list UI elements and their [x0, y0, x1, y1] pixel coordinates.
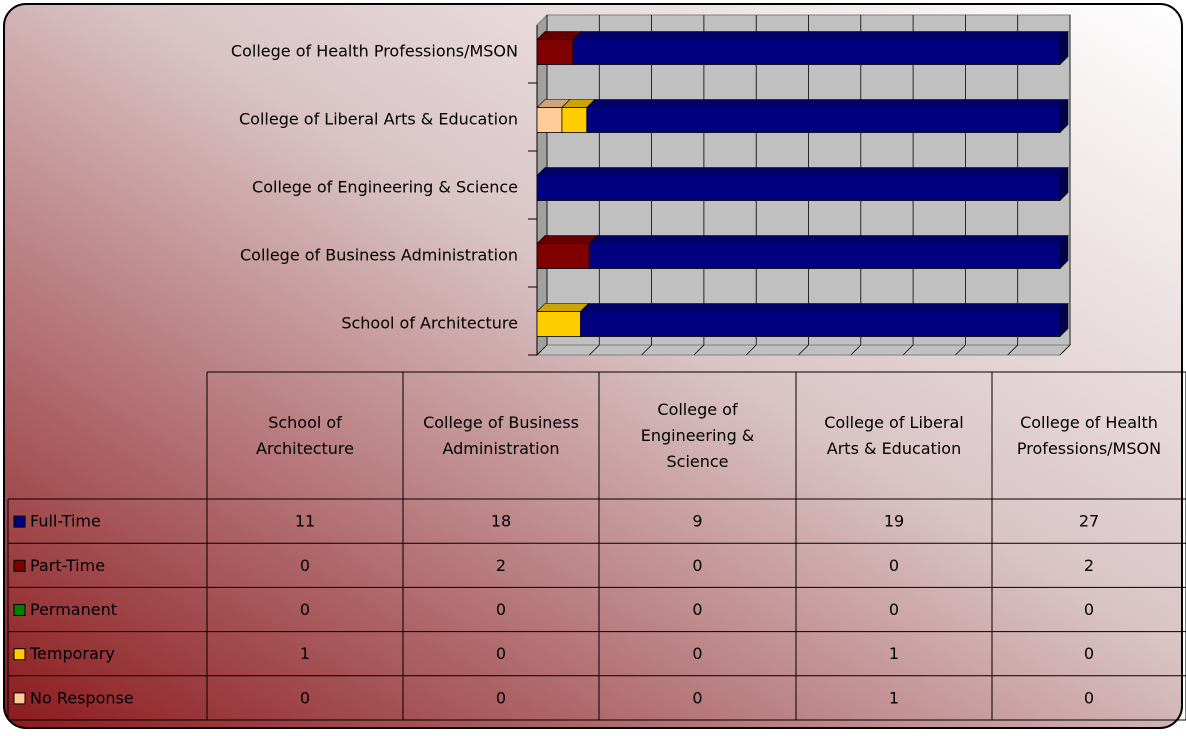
legend-label: No Response	[30, 688, 134, 707]
bar-side	[1059, 302, 1069, 338]
table-cell: 0	[692, 600, 702, 619]
grid-line	[693, 344, 705, 356]
y-tick-label: School of Architecture	[341, 314, 518, 333]
table-header: College of Business Administration	[423, 412, 579, 458]
table-header-cell: College of Liberal Arts & Education	[824, 412, 964, 458]
legend-label: Part-Time	[30, 556, 105, 575]
table-cell: 0	[300, 556, 310, 575]
bar	[536, 311, 581, 337]
grid-line	[745, 344, 757, 356]
table-header: School of Architecture	[256, 412, 354, 458]
bar	[588, 243, 1061, 269]
legend-swatch	[13, 559, 26, 572]
table-cell: 0	[692, 556, 702, 575]
table-cell: 19	[884, 512, 904, 531]
grid-line	[1059, 344, 1071, 356]
bar	[572, 39, 1061, 65]
bar-top	[586, 99, 1069, 108]
table-cell: 1	[300, 644, 310, 663]
bar	[561, 107, 588, 133]
legend-swatch	[13, 515, 26, 528]
grid-line	[955, 344, 966, 356]
y-tick-label: College of Liberal Arts & Education	[239, 110, 518, 129]
table-header: College of Liberal Arts & Education	[824, 412, 964, 458]
table-cell: 1	[889, 688, 899, 707]
table-cell: 0	[692, 644, 702, 663]
y-tick-label: College of Health Professions/MSON	[231, 42, 518, 61]
grid-line	[902, 344, 914, 356]
legend-label: Temporary	[29, 644, 115, 663]
table-cell: 0	[889, 556, 899, 575]
grid-line	[1007, 344, 1018, 356]
y-tick-label: College of Business Administration	[240, 246, 518, 265]
legend-label: Permanent	[30, 600, 117, 619]
legend-label: Full-Time	[30, 512, 101, 531]
table-cell: 0	[1084, 600, 1094, 619]
bar-side	[1059, 98, 1069, 134]
table-cell: 0	[889, 600, 899, 619]
bar	[536, 39, 574, 65]
bar-top	[588, 235, 1069, 244]
table-header-cell: School of Architecture	[256, 412, 354, 458]
table-cell: 1	[889, 644, 899, 663]
table-cell: 0	[496, 688, 506, 707]
table-cell: 2	[1084, 556, 1094, 575]
bar-top	[572, 31, 1069, 40]
bar	[536, 107, 563, 133]
bar	[580, 311, 1061, 337]
y-tick-label: College of Engineering & Science	[252, 178, 518, 197]
bar	[586, 107, 1061, 133]
table-header-cell: College of Business Administration	[423, 412, 579, 458]
grid-line	[536, 344, 548, 356]
legend-swatch	[13, 692, 26, 705]
table-cell: 11	[295, 512, 315, 531]
table-cell: 0	[496, 600, 506, 619]
legend-swatch	[13, 604, 26, 616]
table-cell: 0	[300, 688, 310, 707]
table-cell: 27	[1079, 512, 1099, 531]
legend-swatch	[13, 648, 26, 661]
bar-side	[1059, 166, 1069, 202]
grid-line	[641, 344, 652, 356]
bar	[536, 175, 1061, 201]
table-header: College of Engineering & Science	[640, 399, 755, 471]
table-cell: 0	[1084, 688, 1094, 707]
bar-top	[536, 167, 1069, 176]
table-cell: 18	[491, 512, 511, 531]
table-cell: 0	[300, 600, 310, 619]
grid-line	[798, 344, 809, 356]
grid-line	[589, 344, 600, 356]
table-header-cell: College of Health Professions/MSON	[1016, 412, 1162, 458]
table-cell: 0	[692, 688, 702, 707]
bar-top	[579, 303, 1069, 312]
table-header: College of Health Professions/MSON	[1016, 412, 1162, 458]
table-cell: 9	[692, 512, 702, 531]
table-header-cell: College of Engineering & Science	[640, 399, 755, 471]
grid-line	[850, 344, 862, 356]
bar-side	[1059, 30, 1069, 66]
bar-side	[1059, 234, 1069, 270]
bar-top	[536, 235, 599, 244]
bar-top	[536, 303, 590, 312]
table-cell: 0	[1084, 644, 1094, 663]
table-cell: 2	[496, 556, 506, 575]
bar	[536, 243, 590, 269]
table-cell: 0	[496, 644, 506, 663]
